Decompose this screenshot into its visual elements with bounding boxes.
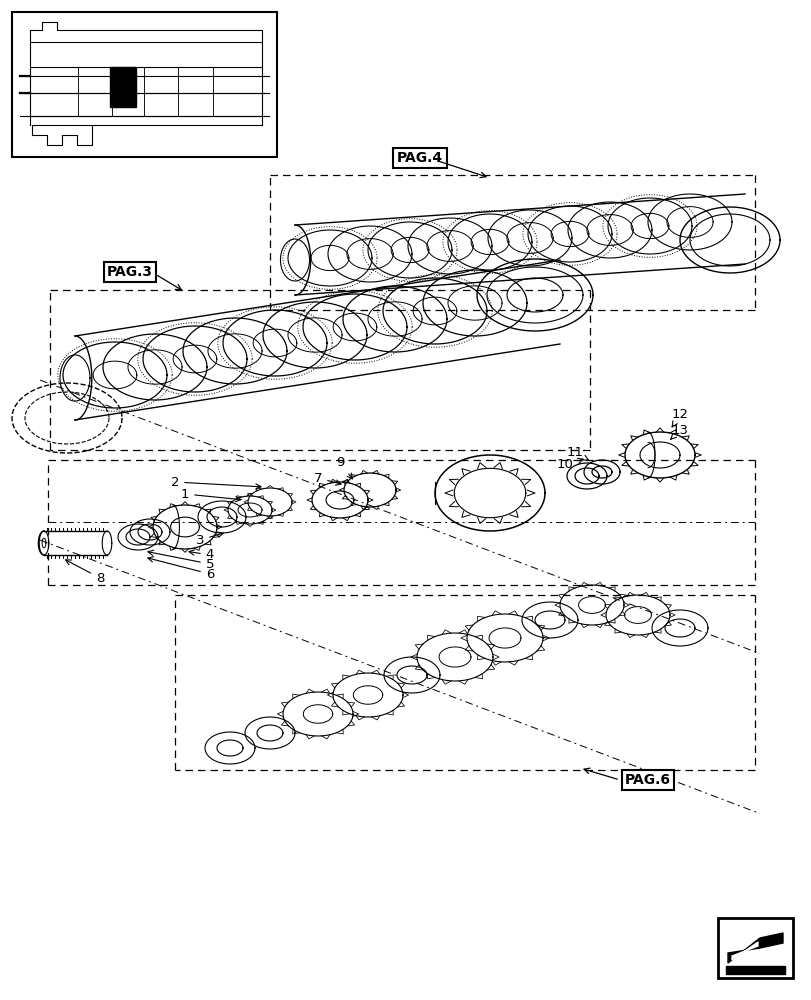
Polygon shape <box>727 933 782 963</box>
Text: 13: 13 <box>670 424 688 439</box>
Text: PAG.4: PAG.4 <box>397 151 443 165</box>
Text: 3: 3 <box>195 532 223 546</box>
Text: 11: 11 <box>566 446 588 460</box>
Polygon shape <box>725 966 784 974</box>
Text: 2: 2 <box>170 476 260 489</box>
Text: 1: 1 <box>181 488 241 502</box>
Text: 8: 8 <box>66 560 104 584</box>
Text: 6: 6 <box>148 557 214 580</box>
Polygon shape <box>731 942 757 960</box>
Text: 7: 7 <box>313 472 341 485</box>
Text: 9: 9 <box>336 456 352 479</box>
Text: PAG.3: PAG.3 <box>107 265 152 279</box>
Bar <box>717 918 792 978</box>
Text: 4: 4 <box>189 548 214 562</box>
Text: 10: 10 <box>556 458 582 472</box>
Text: 12: 12 <box>671 408 688 427</box>
Bar <box>109 67 135 107</box>
Text: 5: 5 <box>148 550 214 570</box>
Text: PAG.6: PAG.6 <box>624 773 670 787</box>
Bar <box>12 12 277 157</box>
